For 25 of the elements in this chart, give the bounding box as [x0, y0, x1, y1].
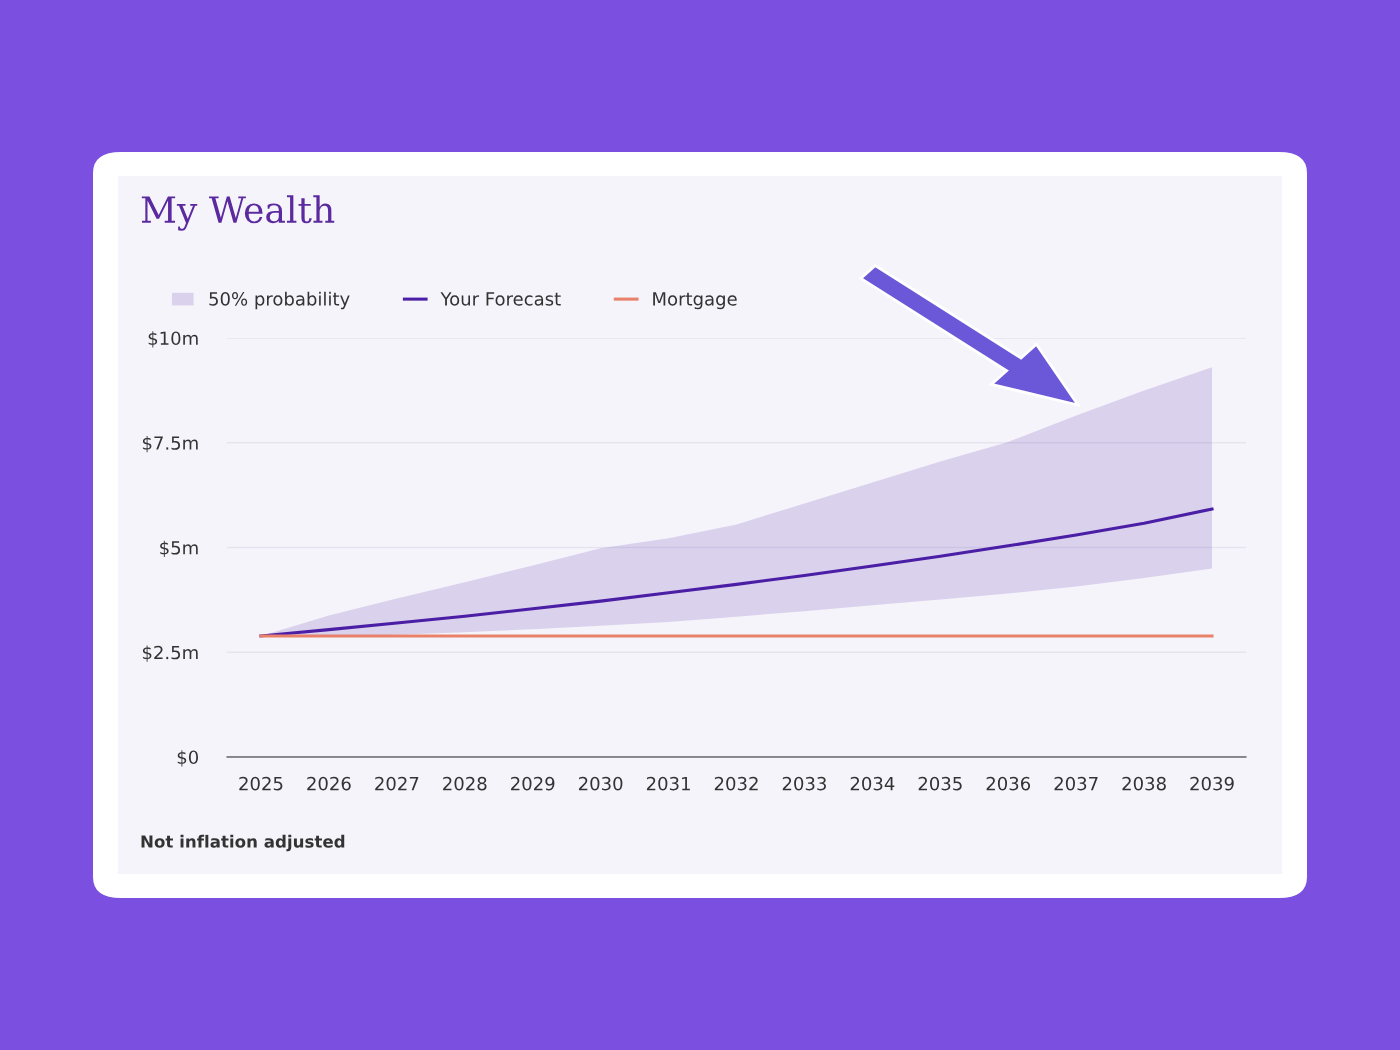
y-tick-label: $10m: [148, 331, 198, 348]
x-tick-label: 2036: [986, 776, 1031, 791]
y-tick-label: $7.5m: [142, 435, 198, 453]
y-tick-label: $5m: [160, 540, 198, 558]
legend-label: Mortgage: [653, 292, 737, 310]
x-tick-label: 2025: [239, 776, 283, 791]
x-tick-label: 2034: [850, 776, 895, 791]
x-tick-label: 2032: [714, 776, 758, 791]
x-tick-label: 2026: [307, 776, 351, 791]
legend-label: Your Forecast: [440, 292, 561, 306]
y-tick-label: $0: [177, 750, 199, 767]
chart-title: My Wealth: [141, 195, 335, 231]
x-tick-label: 2039: [1190, 776, 1234, 791]
x-tick-label: 2029: [511, 776, 555, 791]
x-tick-label: 2030: [578, 776, 623, 791]
y-tick-label: $2.5m: [142, 645, 198, 662]
x-tick-label: 2038: [1122, 776, 1166, 791]
text: 50% probability: [209, 291, 350, 310]
text: Not inflation adjusted: [141, 834, 345, 852]
x-tick-label: 2035: [918, 776, 962, 791]
x-tick-label: 2031: [646, 776, 690, 791]
x-tick-label: 2028: [443, 776, 487, 791]
x-tick-label: 2027: [375, 776, 419, 791]
x-tick-label: 2037: [1054, 776, 1098, 791]
x-tick-label: 2033: [782, 776, 826, 791]
